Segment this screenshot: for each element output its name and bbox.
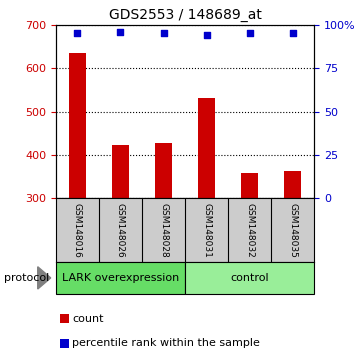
Polygon shape [38, 267, 51, 289]
Bar [69, 53, 86, 198]
Point [118, 29, 123, 35]
Text: GSM148016: GSM148016 [73, 202, 82, 258]
Text: percentile rank within the sample: percentile rank within the sample [72, 338, 260, 348]
Bar [185, 262, 314, 294]
Text: count: count [72, 314, 104, 324]
Text: GSM148032: GSM148032 [245, 203, 254, 257]
Bar [56, 262, 185, 294]
Point [161, 30, 166, 36]
Text: control: control [230, 273, 269, 283]
Bar [284, 171, 301, 198]
Text: GSM148026: GSM148026 [116, 203, 125, 257]
Bar [155, 143, 172, 198]
Text: GSM148035: GSM148035 [288, 202, 297, 258]
Text: LARK overexpression: LARK overexpression [62, 273, 179, 283]
Title: GDS2553 / 148689_at: GDS2553 / 148689_at [109, 8, 261, 22]
Bar [198, 98, 215, 198]
Text: GSM148031: GSM148031 [202, 202, 211, 258]
Bar [112, 145, 129, 198]
Point [247, 30, 252, 36]
Point [204, 32, 209, 38]
Text: protocol: protocol [4, 273, 49, 283]
Bar [241, 173, 258, 198]
Point [290, 30, 295, 36]
Text: GSM148028: GSM148028 [159, 203, 168, 257]
Point [75, 30, 81, 36]
